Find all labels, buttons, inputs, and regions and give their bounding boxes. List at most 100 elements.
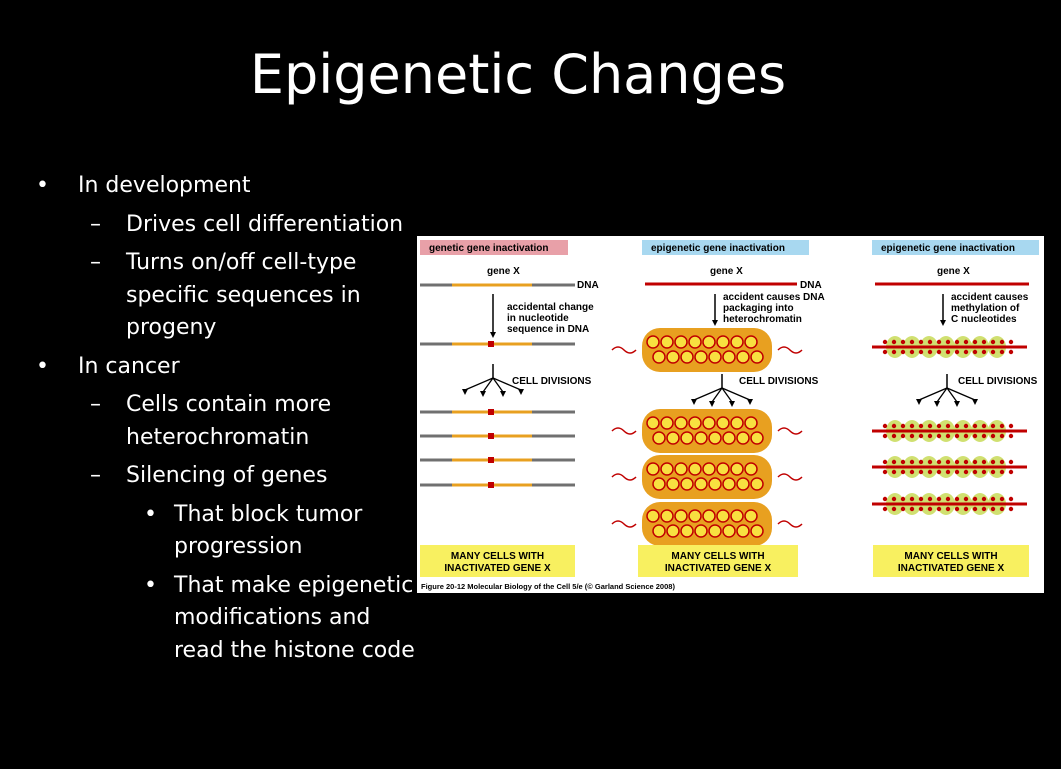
methylated-dna-methyl	[900, 496, 906, 502]
heterochromatin-dna	[611, 473, 637, 481]
methylated-dna-methyl	[1008, 339, 1014, 345]
step-text: methylation of	[951, 303, 1020, 314]
methylated-dna-methyl	[972, 506, 978, 512]
heterochromatin-bead	[702, 462, 716, 476]
methylated-dna-methyl	[972, 423, 978, 429]
heterochromatin-bead	[722, 350, 736, 364]
bullet-text: Turns on/off cell-type specific sequence…	[126, 250, 361, 340]
result-box	[873, 545, 1029, 577]
heterochromatin-bead	[680, 524, 694, 538]
division-arrows-branch-head	[518, 389, 524, 395]
methylated-dna-methyl	[981, 496, 987, 502]
methylated-dna-methyl	[918, 433, 924, 439]
methylated-dna-methyl	[990, 433, 996, 439]
heterochromatin-bead	[652, 477, 666, 491]
bullet-marker: –	[90, 250, 101, 275]
heterochromatin-bead	[750, 431, 764, 445]
step-text: accident causes DNA	[723, 292, 825, 303]
division-label: CELL DIVISIONS	[739, 376, 819, 387]
bullet-item: • That make epigenetic modifications and …	[30, 570, 420, 668]
heterochromatin-bead	[666, 524, 680, 538]
methylated-dna-methyl	[972, 496, 978, 502]
division-arrows-branch	[693, 387, 723, 401]
methylated-dna-methyl	[927, 469, 933, 475]
methylated-dna-methyl	[972, 349, 978, 355]
methylated-dna-methyl	[891, 506, 897, 512]
slide-title: Epigenetic Changes	[249, 43, 787, 106]
bullet-text: In development	[78, 173, 251, 198]
heterochromatin-bead	[674, 416, 688, 430]
methylated-dna-methyl	[909, 469, 915, 475]
heterochromatin-bead	[674, 335, 688, 349]
methylated-dna-methyl	[999, 349, 1005, 355]
dna-label: DNA	[800, 280, 822, 291]
step-text: in nucleotide	[507, 313, 569, 324]
heterochromatin-bead	[680, 477, 694, 491]
bullet-item: – Silencing of genes	[30, 460, 420, 493]
methylated-dna-methyl	[900, 433, 906, 439]
methylated-dna-methyl	[954, 496, 960, 502]
methylated-dna-methyl	[945, 459, 951, 465]
heterochromatin-bead	[660, 416, 674, 430]
methylated-dna-methyl	[963, 496, 969, 502]
methylated-dna-methyl	[900, 339, 906, 345]
methylated-dna-methyl	[936, 423, 942, 429]
methylated-dna-methyl	[981, 349, 987, 355]
methylated-dna-methyl	[1008, 433, 1014, 439]
methylated-dna-methyl	[891, 459, 897, 465]
panel-header: epigenetic gene inactivation	[651, 243, 785, 254]
heterochromatin-bead	[730, 462, 744, 476]
mutation-mark	[488, 341, 494, 347]
heterochromatin-bead	[722, 477, 736, 491]
division-arrows-branch	[721, 387, 751, 401]
methylated-dna-methyl	[990, 496, 996, 502]
division-arrows-branch-head	[709, 401, 715, 407]
methylated-dna-methyl	[891, 349, 897, 355]
heterochromatin-bead	[716, 335, 730, 349]
methylated-dna-methyl	[999, 423, 1005, 429]
division-arrows-branch	[918, 387, 948, 401]
panel-header: genetic gene inactivation	[429, 243, 548, 254]
bullet-list: • In development – Drives cell differentiat…	[30, 170, 420, 667]
heterochromatin-bead	[694, 431, 708, 445]
panel-header-bg	[642, 240, 809, 255]
heterochromatin-bead	[708, 477, 722, 491]
step-text: heterochromatin	[723, 314, 802, 325]
methylated-dna-methyl	[954, 349, 960, 355]
mutation-mark	[488, 482, 494, 488]
heterochromatin-bead	[666, 350, 680, 364]
methylated-dna-methyl	[999, 506, 1005, 512]
heterochromatin-bead	[730, 335, 744, 349]
mutation-mark	[488, 433, 494, 439]
heterochromatin-bead	[660, 462, 674, 476]
methylated-dna-methyl	[981, 339, 987, 345]
methylated-dna-methyl	[945, 349, 951, 355]
methylated-dna-methyl	[1008, 496, 1014, 502]
methylated-dna-methyl	[981, 433, 987, 439]
methylated-dna-methyl	[927, 459, 933, 465]
heterochromatin-bead	[694, 350, 708, 364]
bullet-text: That block tumor progression	[174, 501, 363, 560]
methylated-dna-methyl	[918, 506, 924, 512]
heterochromatin-bead	[730, 416, 744, 430]
methylated-dna-methyl	[945, 506, 951, 512]
methylated-dna-methyl	[972, 459, 978, 465]
methylated-dna-methyl	[999, 433, 1005, 439]
methylated-dna-methyl	[945, 496, 951, 502]
methylated-dna-methyl	[909, 506, 915, 512]
methylated-dna-methyl	[891, 339, 897, 345]
division-arrows-branch-head	[480, 391, 486, 397]
methylated-dna-methyl	[909, 339, 915, 345]
heterochromatin-bead	[750, 350, 764, 364]
methylated-dna-methyl	[891, 433, 897, 439]
division-arrows-branch	[492, 377, 522, 391]
methylated-dna-methyl	[945, 469, 951, 475]
heterochromatin-bead	[744, 462, 758, 476]
step-text: accident causes	[951, 292, 1029, 303]
methylated-dna-methyl	[936, 496, 942, 502]
result-text: MANY CELLS WITH	[904, 551, 997, 562]
heterochromatin-dna	[611, 427, 637, 435]
division-arrows-branch	[464, 377, 494, 391]
methylated-dna-methyl	[999, 339, 1005, 345]
methylated-dna-methyl	[972, 433, 978, 439]
